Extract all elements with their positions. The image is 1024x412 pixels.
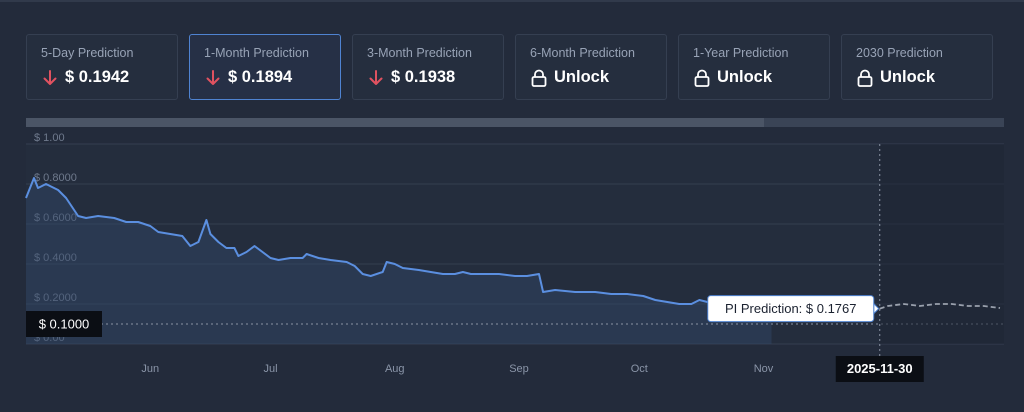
y-tick-label: $ 0.4000 bbox=[34, 252, 77, 264]
prediction-tooltip-label: PI Prediction: $ 0.1767 bbox=[725, 301, 857, 316]
prediction-card-title: 6-Month Prediction bbox=[530, 46, 635, 60]
prediction-card-0[interactable]: 5-Day Prediction $ 0.1942 bbox=[26, 34, 178, 100]
crosshair-date-badge bbox=[835, 356, 924, 382]
price-area-fill bbox=[26, 178, 772, 344]
prediction-card-title: 1-Year Prediction bbox=[693, 46, 789, 60]
prediction-card-2[interactable]: 3-Month Prediction $ 0.1938 bbox=[352, 34, 504, 100]
y-tick-label: $ 0.6000 bbox=[34, 212, 77, 224]
price-chart: $ 1.00 $ 0.8000 $ 0.6000 $ 0.4000 $ 0.2000 $ … bbox=[25, 132, 1004, 382]
prediction-card-5[interactable]: 2030 Prediction Unlock bbox=[841, 34, 993, 100]
prediction-card-value: $ 0.1894 bbox=[204, 68, 326, 87]
top-divider bbox=[0, 0, 1024, 2]
prediction-card-4[interactable]: 1-Year Prediction Unlock bbox=[678, 34, 830, 100]
prediction-card-value: Unlock bbox=[693, 68, 815, 87]
prediction-card-value-text: $ 0.1894 bbox=[228, 68, 293, 86]
prediction-cards: 5-Day Prediction $ 0.1942 1-Month Predicti… bbox=[26, 34, 993, 100]
chart-range-scrollbar[interactable] bbox=[26, 118, 1004, 127]
prediction-tooltip bbox=[707, 295, 875, 323]
prediction-card-1[interactable]: 1-Month Prediction $ 0.1894 bbox=[189, 34, 341, 100]
arrow-down-icon bbox=[204, 69, 222, 87]
lock-icon bbox=[530, 69, 548, 87]
arrow-down-icon bbox=[41, 69, 59, 87]
x-tick-label: Aug bbox=[385, 363, 405, 375]
prediction-card-value: Unlock bbox=[856, 68, 978, 87]
reference-value-badge bbox=[26, 311, 102, 337]
prediction-card-title: 5-Day Prediction bbox=[41, 46, 134, 60]
prediction-card-value: Unlock bbox=[530, 68, 652, 87]
prediction-card-title: 3-Month Prediction bbox=[367, 46, 472, 60]
x-tick-label: Sep bbox=[509, 363, 529, 375]
crosshair-date-label: 2025-11-30 bbox=[847, 361, 913, 376]
y-tick-label: $ 0.2000 bbox=[34, 292, 77, 304]
reference-value-label: $ 0.1000 bbox=[39, 317, 90, 332]
range-scrollbar-handle[interactable] bbox=[26, 118, 764, 127]
prediction-card-value-text: Unlock bbox=[554, 68, 610, 86]
arrow-down-icon bbox=[367, 69, 385, 87]
prediction-card-value-text: Unlock bbox=[880, 68, 936, 86]
x-tick-label: Jun bbox=[141, 363, 159, 375]
lock-icon bbox=[856, 69, 874, 87]
prediction-line bbox=[879, 303, 1001, 310]
y-tick-label: $ 0.8000 bbox=[34, 172, 77, 184]
prediction-card-title: 1-Month Prediction bbox=[204, 46, 309, 60]
x-tick-label: Jul bbox=[263, 363, 277, 375]
y-tick-label: $ 1.00 bbox=[34, 132, 65, 144]
x-tick-label: Oct bbox=[631, 363, 648, 375]
prediction-card-value-text: $ 0.1942 bbox=[65, 68, 130, 86]
prediction-card-value: $ 0.1938 bbox=[367, 68, 489, 87]
x-tick-label: Nov bbox=[754, 363, 774, 375]
lock-icon bbox=[693, 69, 711, 87]
prediction-region bbox=[879, 144, 1004, 344]
price-line bbox=[25, 177, 772, 305]
prediction-card-3[interactable]: 6-Month Prediction Unlock bbox=[515, 34, 667, 100]
prediction-card-title: 2030 Prediction bbox=[856, 46, 943, 60]
prediction-card-value-text: Unlock bbox=[717, 68, 773, 86]
prediction-card-value: $ 0.1942 bbox=[41, 68, 163, 87]
prediction-card-value-text: $ 0.1938 bbox=[391, 68, 456, 86]
